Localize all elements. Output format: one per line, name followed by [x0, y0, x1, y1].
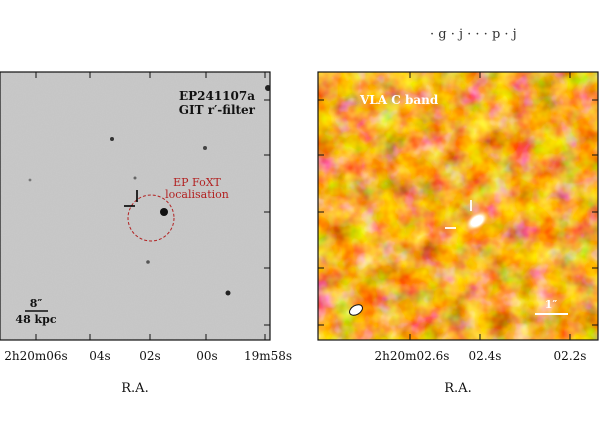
left-scalebar: 8″ 48 kpc [15, 297, 56, 326]
star [225, 290, 231, 296]
right-panel: 1″ VLA C band 2h20m02.6s 02.4s 02.2s R.A… [317, 71, 599, 396]
transient-marker [124, 190, 138, 207]
star [28, 178, 32, 182]
xtick-label: 02.4s [469, 349, 502, 363]
left-panel-frame [0, 71, 271, 341]
xtick-label: 00s [196, 349, 217, 363]
optical-stars [28, 85, 270, 296]
right-xtick-labels: 2h20m02.6s 02.4s 02.2s [375, 349, 587, 363]
localisation-label-line2: localisation [165, 188, 229, 201]
top-caption: · g · j · · · p · j [430, 27, 517, 42]
xtick-label: 2h20m06s [4, 349, 67, 363]
xtick-label: 02s [139, 349, 160, 363]
radio-transient-marker [445, 200, 472, 229]
right-xlabel: R.A. [444, 381, 471, 396]
star [265, 85, 270, 91]
radio-source-core [470, 215, 484, 227]
star [203, 146, 207, 150]
left-xlabel: R.A. [121, 381, 148, 396]
scalebar-physical-label: 48 kpc [15, 313, 56, 326]
xtick-label: 2h20m02.6s [375, 349, 450, 363]
scalebar-angular-label: 8″ [30, 297, 43, 310]
left-panel: EP241107a GIT r′-filter EP FoXT localisa… [0, 71, 292, 396]
scalebar-label: 1″ [545, 298, 558, 311]
left-title-line1: EP241107a [179, 89, 255, 103]
xtick-label: 19m58s [244, 349, 292, 363]
localisation-circle [127, 194, 175, 242]
right-panel-frame [317, 71, 599, 341]
star [133, 176, 137, 180]
right-scalebar: 1″ [535, 298, 568, 315]
host-galaxy [160, 208, 168, 216]
left-title-line2: GIT r′-filter [179, 103, 256, 117]
localisation-label-line1: EP FoXT [173, 176, 221, 189]
radio-map-noise [318, 72, 598, 340]
left-xtick-labels: 2h20m06s 04s 02s 00s 19m58s [4, 349, 292, 363]
star [146, 260, 150, 264]
xtick-label: 04s [89, 349, 110, 363]
star [110, 137, 114, 141]
right-title: VLA C band [359, 93, 439, 107]
right-panel-ticks [318, 72, 598, 340]
xtick-label: 02.2s [554, 349, 587, 363]
left-panel-ticks [35, 72, 270, 340]
beam-ellipse [349, 304, 363, 316]
